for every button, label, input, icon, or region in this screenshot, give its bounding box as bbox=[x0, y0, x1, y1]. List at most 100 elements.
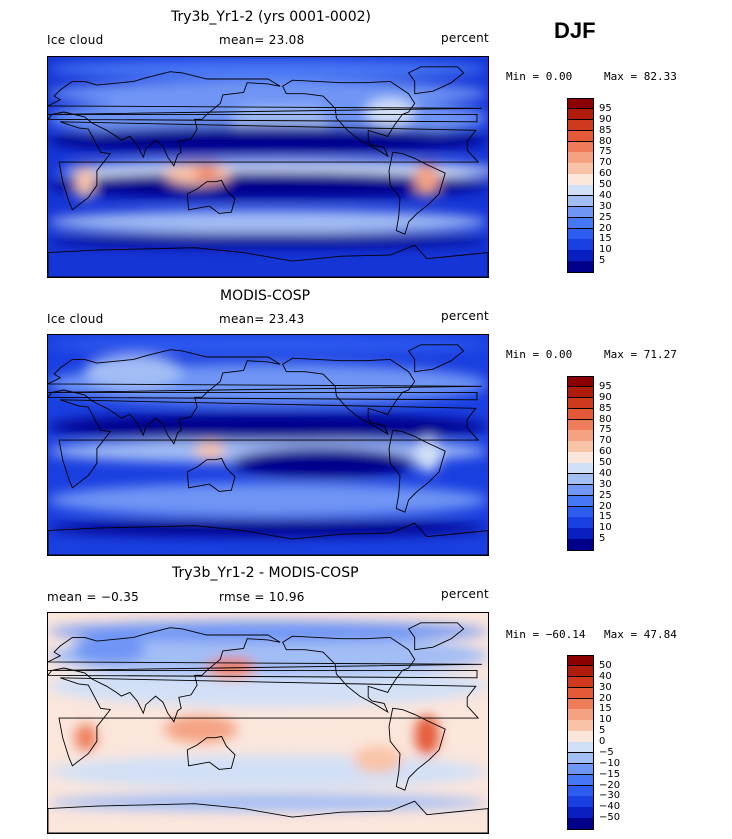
colorbar-swatch bbox=[567, 206, 594, 219]
colorbar-swatch bbox=[567, 250, 594, 262]
coastline-antarctica bbox=[48, 800, 488, 833]
colorbar: 95 90 85 80 75 70 60 50 40 30 25 20 15 10 5 bbox=[567, 376, 627, 551]
colorbar-tick-label: 10 bbox=[599, 714, 612, 726]
coastline-namerica bbox=[282, 79, 416, 158]
map-plot bbox=[47, 56, 489, 278]
colorbar-tick-label: 95 bbox=[599, 102, 612, 114]
field-contour-region bbox=[48, 336, 488, 354]
colorbar-tick-label: 85 bbox=[599, 402, 612, 414]
colorbar-tick-label: 5 bbox=[599, 533, 606, 545]
colorbar-swatch bbox=[567, 752, 594, 765]
field-contour-region bbox=[48, 233, 488, 248]
field-contour-region bbox=[194, 166, 220, 180]
colorbar-tick-label: −20 bbox=[599, 779, 621, 791]
field-contour-region bbox=[48, 210, 488, 234]
colorbar-tick-label: 40 bbox=[599, 467, 612, 479]
max-label: Max = 47.84 bbox=[604, 628, 677, 641]
colorbar-swatch bbox=[567, 195, 594, 208]
colorbar-swatch bbox=[567, 709, 594, 721]
colorbar-swatch bbox=[567, 185, 594, 197]
colorbar-swatch bbox=[567, 818, 594, 830]
field-contour-region bbox=[48, 412, 488, 441]
coastline-namerica bbox=[282, 635, 416, 714]
colorbar-swatch bbox=[567, 228, 594, 240]
field-contour-region bbox=[194, 442, 226, 460]
field-contour-region bbox=[48, 793, 488, 811]
field-contour-region bbox=[414, 714, 440, 756]
field-contour-region bbox=[48, 171, 488, 200]
min-label: Min = −60.14 bbox=[506, 628, 586, 641]
colorbar-tick-label: 30 bbox=[599, 681, 612, 693]
field-contour-region bbox=[84, 354, 183, 389]
colorbar-tick-label: 85 bbox=[599, 124, 612, 136]
colorbar-tick-label: −15 bbox=[599, 768, 621, 780]
colorbar-swatch bbox=[567, 376, 594, 388]
colorbar-swatch bbox=[567, 397, 594, 410]
colorbar-swatch bbox=[567, 774, 594, 786]
colorbar-tick-label: 15 bbox=[599, 511, 612, 523]
mean-label: mean= 23.43 bbox=[219, 312, 305, 326]
colorbar-tick-label: 15 bbox=[599, 233, 612, 245]
field-contour-region bbox=[48, 58, 488, 80]
field-contour-region bbox=[414, 162, 440, 197]
colorbar-swatch bbox=[567, 141, 594, 153]
field-contour-region bbox=[48, 754, 488, 789]
coastline-australia bbox=[186, 735, 236, 770]
max-label: Max = 82.33 bbox=[604, 70, 677, 83]
field-contour-region bbox=[48, 519, 488, 537]
colorbar-swatch bbox=[567, 473, 594, 486]
units-label: percent bbox=[441, 31, 490, 45]
colorbar-tick-label: −5 bbox=[599, 746, 614, 758]
coastline-samerica bbox=[388, 707, 446, 791]
colorbar-swatch bbox=[567, 130, 594, 142]
min-label: Min = 0.00 bbox=[506, 70, 573, 83]
colorbar-swatch bbox=[567, 720, 594, 732]
colorbar-tick-label: 70 bbox=[599, 435, 612, 447]
colorbar-tick-label: 5 bbox=[599, 725, 606, 737]
colorbar-swatch bbox=[567, 386, 594, 399]
coastline-europe_asia bbox=[48, 349, 482, 445]
colorbar-swatch bbox=[567, 152, 594, 164]
mean-label: mean= 23.08 bbox=[219, 33, 305, 47]
diff-mean-label: mean = −0.35 bbox=[47, 590, 140, 604]
coastline-europe_asia bbox=[48, 71, 482, 167]
units-label: percent bbox=[441, 309, 490, 323]
coastline-africa bbox=[58, 399, 480, 489]
colorbar-tick-label: 5 bbox=[599, 255, 606, 267]
colorbar-swatch bbox=[567, 408, 594, 420]
colorbar-tick-label: 80 bbox=[599, 135, 612, 147]
field-contour-region bbox=[48, 482, 488, 518]
colorbar-tick-label: 50 bbox=[599, 179, 612, 190]
colorbar-tick-label: 90 bbox=[599, 391, 612, 403]
colorbar-tick-label: 95 bbox=[599, 380, 612, 392]
colorbar-tick-label: 20 bbox=[599, 692, 612, 704]
colorbar-swatch bbox=[567, 430, 594, 442]
colorbar-swatch bbox=[567, 98, 594, 110]
field-contour-region bbox=[74, 164, 95, 199]
colorbar-tick-label: 80 bbox=[599, 413, 612, 425]
coastline-australia bbox=[186, 179, 236, 214]
colorbar-swatch bbox=[567, 763, 594, 776]
colorbar-swatch bbox=[567, 539, 594, 551]
min-label: Min = 0.00 bbox=[506, 348, 573, 361]
colorbar-swatch bbox=[567, 698, 594, 710]
field-contour-region bbox=[164, 715, 238, 743]
colorbar-swatch bbox=[567, 217, 594, 229]
coastline-greenland bbox=[407, 344, 465, 373]
panel-title: Try3b_Yr1-2 - MODIS-COSP bbox=[172, 565, 359, 581]
colorbar-tick-label: 15 bbox=[599, 703, 612, 715]
max-label: Max = 71.27 bbox=[604, 348, 677, 361]
colorbar-swatch bbox=[567, 463, 594, 475]
rmse-label: rmse = 10.96 bbox=[219, 590, 305, 604]
panel-title: Try3b_Yr1-2 (yrs 0001-0002) bbox=[171, 9, 371, 25]
colorbar-swatch bbox=[567, 174, 594, 186]
field-contour-region bbox=[74, 723, 97, 752]
colorbar-tick-label: 75 bbox=[599, 424, 612, 436]
season-label: DJF bbox=[554, 18, 596, 43]
colorbar-swatch bbox=[567, 731, 594, 743]
colorbar-swatch bbox=[567, 506, 594, 518]
coastline-africa bbox=[58, 677, 480, 767]
colorbar: 50 40 30 20 15 10 5 0 −5 −10 −15 −20 −30 −40 −50 bbox=[567, 655, 627, 830]
map-plot bbox=[47, 612, 489, 834]
colorbar-swatch bbox=[567, 239, 594, 251]
